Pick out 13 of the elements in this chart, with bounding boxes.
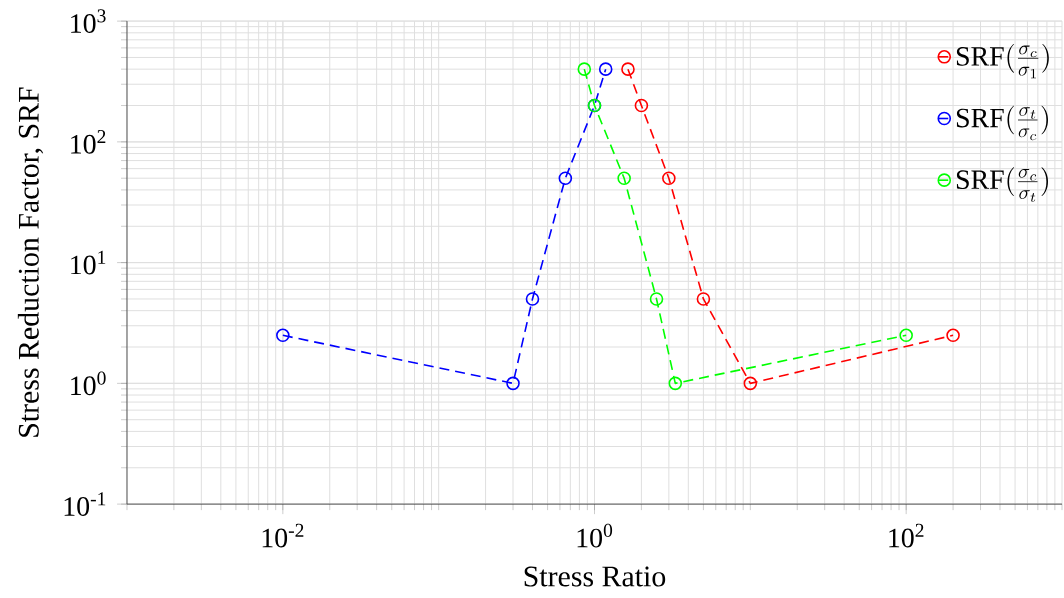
y-axis-title: Stress Reduction Factor, SRF xyxy=(17,87,44,437)
y-tick-label: 10$^{1}$ xyxy=(71,250,106,275)
legend-label: $\mathrm{SRF}(\frac{\sigma_t}{\sigma_c})$ xyxy=(956,105,1048,141)
x-tick-label: 10$^{-2}$ xyxy=(262,523,304,548)
x-axis-title: Stress Ratio xyxy=(524,566,666,587)
y-tick-label: 10$^{3}$ xyxy=(71,9,106,33)
x-tick-label: 10$^{2}$ xyxy=(889,523,924,548)
legend-label: $\mathrm{SRF}(\frac{\sigma_c}{\sigma_t})$ xyxy=(956,167,1048,202)
y-tick-label: 10$^{2}$ xyxy=(71,130,106,154)
y-tick-label: 10$^{0}$ xyxy=(71,371,106,396)
y-tick-label: 10$^{-1}$ xyxy=(64,492,106,516)
x-tick-label: 10$^{0}$ xyxy=(577,523,613,548)
legend-label: $\mathrm{SRF}(\frac{\sigma_c}{\sigma_1})$ xyxy=(956,43,1049,79)
